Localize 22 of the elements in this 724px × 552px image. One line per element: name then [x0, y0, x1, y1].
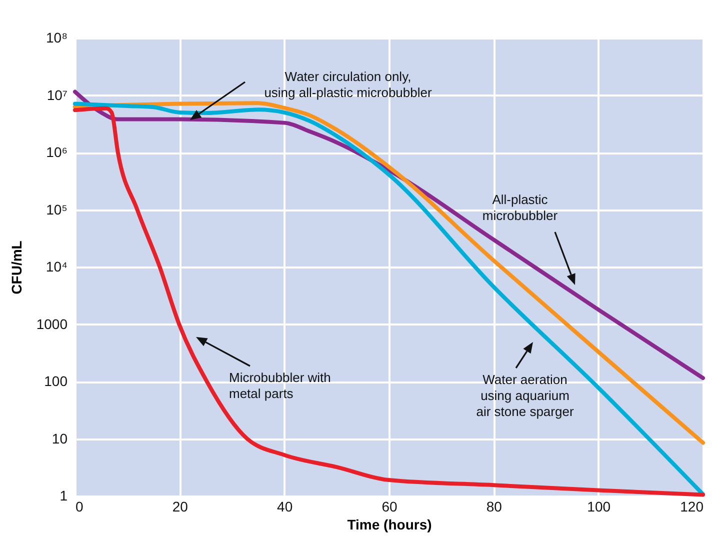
y-tick-label: 1000 — [36, 316, 68, 332]
annotation: Microbubbler with metal parts — [229, 370, 331, 401]
y-tick-label: 10⁸ — [46, 30, 68, 46]
x-tick-label: 80 — [486, 498, 502, 514]
x-tick-label: 20 — [172, 498, 188, 514]
x-axis-title: Time (hours) — [347, 516, 432, 532]
y-tick-label: 10 — [52, 430, 68, 446]
annotation: Water circulation only, using all-plastic microbubbler — [264, 69, 432, 100]
annotation: All-plastic microbubbler — [482, 192, 558, 223]
x-tick-label: 100 — [587, 498, 611, 514]
y-tick-label: 100 — [44, 373, 68, 389]
y-tick-label: 10⁷ — [46, 86, 68, 103]
y-tick-label: 10⁵ — [46, 201, 68, 218]
y-tick-label: 10⁶ — [46, 144, 68, 160]
x-tick-label: 60 — [382, 498, 398, 514]
y-tick-label: 1 — [60, 488, 68, 504]
x-tick-label: 0 — [76, 498, 84, 514]
y-tick-label: 10⁴ — [46, 258, 68, 274]
x-tick-label: 120 — [680, 498, 704, 514]
x-tick-label: 40 — [277, 498, 293, 514]
annotation: Water aeration using aquarium air stone sparger — [476, 372, 574, 419]
y-axis-title: CFU/mL — [8, 240, 24, 294]
